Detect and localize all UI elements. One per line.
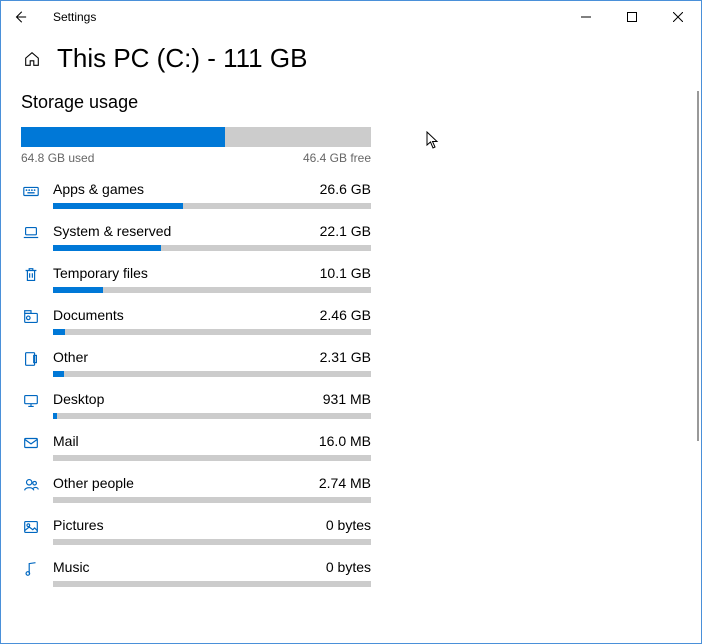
scrollbar[interactable] <box>697 91 699 441</box>
category-row[interactable]: Desktop 931 MB <box>21 391 371 419</box>
category-label: System & reserved <box>53 223 171 239</box>
music-icon <box>21 559 41 579</box>
overall-usage-bar <box>21 127 371 147</box>
category-bar <box>53 329 371 335</box>
category-row[interactable]: Pictures 0 bytes <box>21 517 371 545</box>
category-fill <box>53 203 183 209</box>
category-size: 26.6 GB <box>320 181 371 197</box>
window-title: Settings <box>53 10 96 24</box>
category-bar <box>53 413 371 419</box>
category-label: Mail <box>53 433 79 449</box>
category-size: 10.1 GB <box>320 265 371 281</box>
category-row[interactable]: Apps & games 26.6 GB <box>21 181 371 209</box>
overall-usage-fill <box>21 127 225 147</box>
category-label: Pictures <box>53 517 104 533</box>
category-row[interactable]: Other 2.31 GB <box>21 349 371 377</box>
category-row[interactable]: System & reserved 22.1 GB <box>21 223 371 251</box>
maximize-button[interactable] <box>609 1 655 33</box>
pictures-icon <box>21 517 41 537</box>
category-fill <box>53 329 65 335</box>
category-bar <box>53 245 371 251</box>
close-button[interactable] <box>655 1 701 33</box>
category-size: 0 bytes <box>326 559 371 575</box>
category-label: Temporary files <box>53 265 148 281</box>
category-bar <box>53 371 371 377</box>
category-label: Other <box>53 349 88 365</box>
category-row[interactable]: Mail 16.0 MB <box>21 433 371 461</box>
category-size: 2.31 GB <box>320 349 371 365</box>
desktop-icon <box>21 391 41 411</box>
category-row[interactable]: Music 0 bytes <box>21 559 371 587</box>
category-row[interactable]: Temporary files 10.1 GB <box>21 265 371 293</box>
category-size: 2.74 MB <box>319 475 371 491</box>
category-bar <box>53 497 371 503</box>
category-row[interactable]: Other people 2.74 MB <box>21 475 371 503</box>
page-title: This PC (C:) - 111 GB <box>57 43 307 74</box>
category-row[interactable]: Documents 2.46 GB <box>21 307 371 335</box>
other-icon <box>21 349 41 369</box>
category-fill <box>53 371 64 377</box>
keyboard-icon <box>21 181 41 201</box>
category-label: Documents <box>53 307 124 323</box>
category-bar <box>53 203 371 209</box>
category-label: Other people <box>53 475 134 491</box>
category-label: Desktop <box>53 391 104 407</box>
used-label: 64.8 GB used <box>21 151 94 165</box>
category-bar <box>53 287 371 293</box>
category-size: 16.0 MB <box>319 433 371 449</box>
laptop-icon <box>21 223 41 243</box>
category-size: 22.1 GB <box>320 223 371 239</box>
section-title: Storage usage <box>21 92 681 113</box>
document-icon <box>21 307 41 327</box>
category-label: Music <box>53 559 90 575</box>
trash-icon <box>21 265 41 285</box>
back-button[interactable] <box>13 10 33 24</box>
category-bar <box>53 539 371 545</box>
category-size: 0 bytes <box>326 517 371 533</box>
category-fill <box>53 245 161 251</box>
category-fill <box>53 413 57 419</box>
category-fill <box>53 287 103 293</box>
category-label: Apps & games <box>53 181 144 197</box>
category-size: 931 MB <box>323 391 371 407</box>
category-size: 2.46 GB <box>320 307 371 323</box>
category-bar <box>53 581 371 587</box>
minimize-button[interactable] <box>563 1 609 33</box>
home-icon[interactable] <box>21 50 43 68</box>
free-label: 46.4 GB free <box>303 151 371 165</box>
people-icon <box>21 475 41 495</box>
mail-icon <box>21 433 41 453</box>
category-bar <box>53 455 371 461</box>
